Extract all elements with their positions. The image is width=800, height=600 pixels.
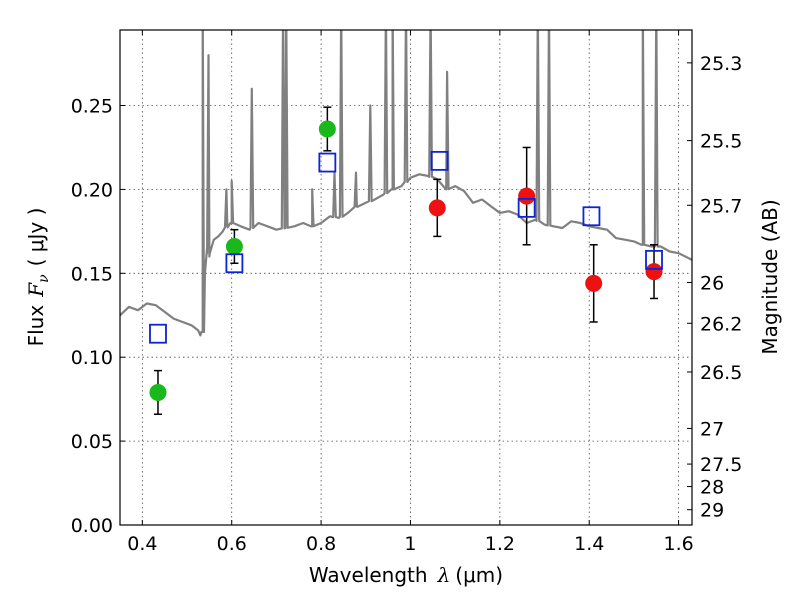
photometry-point xyxy=(518,187,536,205)
y-tick-label: 0.00 xyxy=(71,515,113,537)
model-photometry-square xyxy=(517,197,536,218)
x-tick-label: 0.6 xyxy=(217,533,247,555)
y-tick-label: 0.25 xyxy=(71,96,113,118)
mag-tick-label: 25.7 xyxy=(700,195,742,217)
mag-tick-label: 26.2 xyxy=(700,313,742,335)
photometry-point xyxy=(149,383,167,401)
x-tick-label: 0.4 xyxy=(127,533,157,555)
mag-tick-label: 27 xyxy=(700,418,724,440)
model-photometry-square xyxy=(645,249,663,270)
mag-tick-label: 25.5 xyxy=(700,131,742,153)
model-photometry-square xyxy=(225,253,244,274)
y-tick-label: 0.10 xyxy=(71,347,113,369)
grid xyxy=(120,30,692,526)
model-spectrum-layer xyxy=(120,30,692,337)
plot-frame xyxy=(119,29,693,526)
y-tick-label: 0.20 xyxy=(71,179,113,201)
x-tick-label: 0.8 xyxy=(306,533,336,555)
x-axis-label: Wavelength λ (μm) xyxy=(309,563,503,587)
mag-tick-label: 26 xyxy=(700,272,724,294)
mag-tick-label: 27.5 xyxy=(700,454,742,476)
axis-ticks: 0.4 0.6 0.8 1 1.2 1.4 1.6 0.00 0.05 0.10 0.15 0.20 0… xyxy=(71,30,742,555)
photometry-point xyxy=(318,120,336,138)
x-tick-label: 1.2 xyxy=(485,533,515,555)
model-photometry-square xyxy=(430,150,449,171)
y-tick-label: 0.15 xyxy=(71,263,113,285)
model-photometry-square xyxy=(149,323,167,344)
model-photometry-square xyxy=(582,206,601,227)
x-tick-label: 1.4 xyxy=(574,533,604,555)
model-spectrum-line xyxy=(120,30,692,337)
model-photometry-square xyxy=(318,152,337,173)
mag-tick-label: 25.3 xyxy=(700,53,742,75)
photometry-point xyxy=(225,237,243,255)
photometry-point xyxy=(585,274,603,292)
mag-tick-label: 28 xyxy=(700,477,724,499)
y-tick-label: 0.05 xyxy=(71,431,113,453)
mag-tick-label: 26.5 xyxy=(700,362,742,384)
x-tick-label: 1 xyxy=(404,533,416,555)
y-axis-label: FluxFν( μJy ) xyxy=(24,208,52,347)
photometry-point xyxy=(428,199,446,217)
photometry-layer xyxy=(149,106,663,416)
mag-tick-label: 29 xyxy=(700,500,724,522)
y2-axis-label: Magnitude (AB) xyxy=(758,199,782,354)
x-tick-label: 1.6 xyxy=(663,533,693,555)
photometry-point xyxy=(645,263,663,281)
